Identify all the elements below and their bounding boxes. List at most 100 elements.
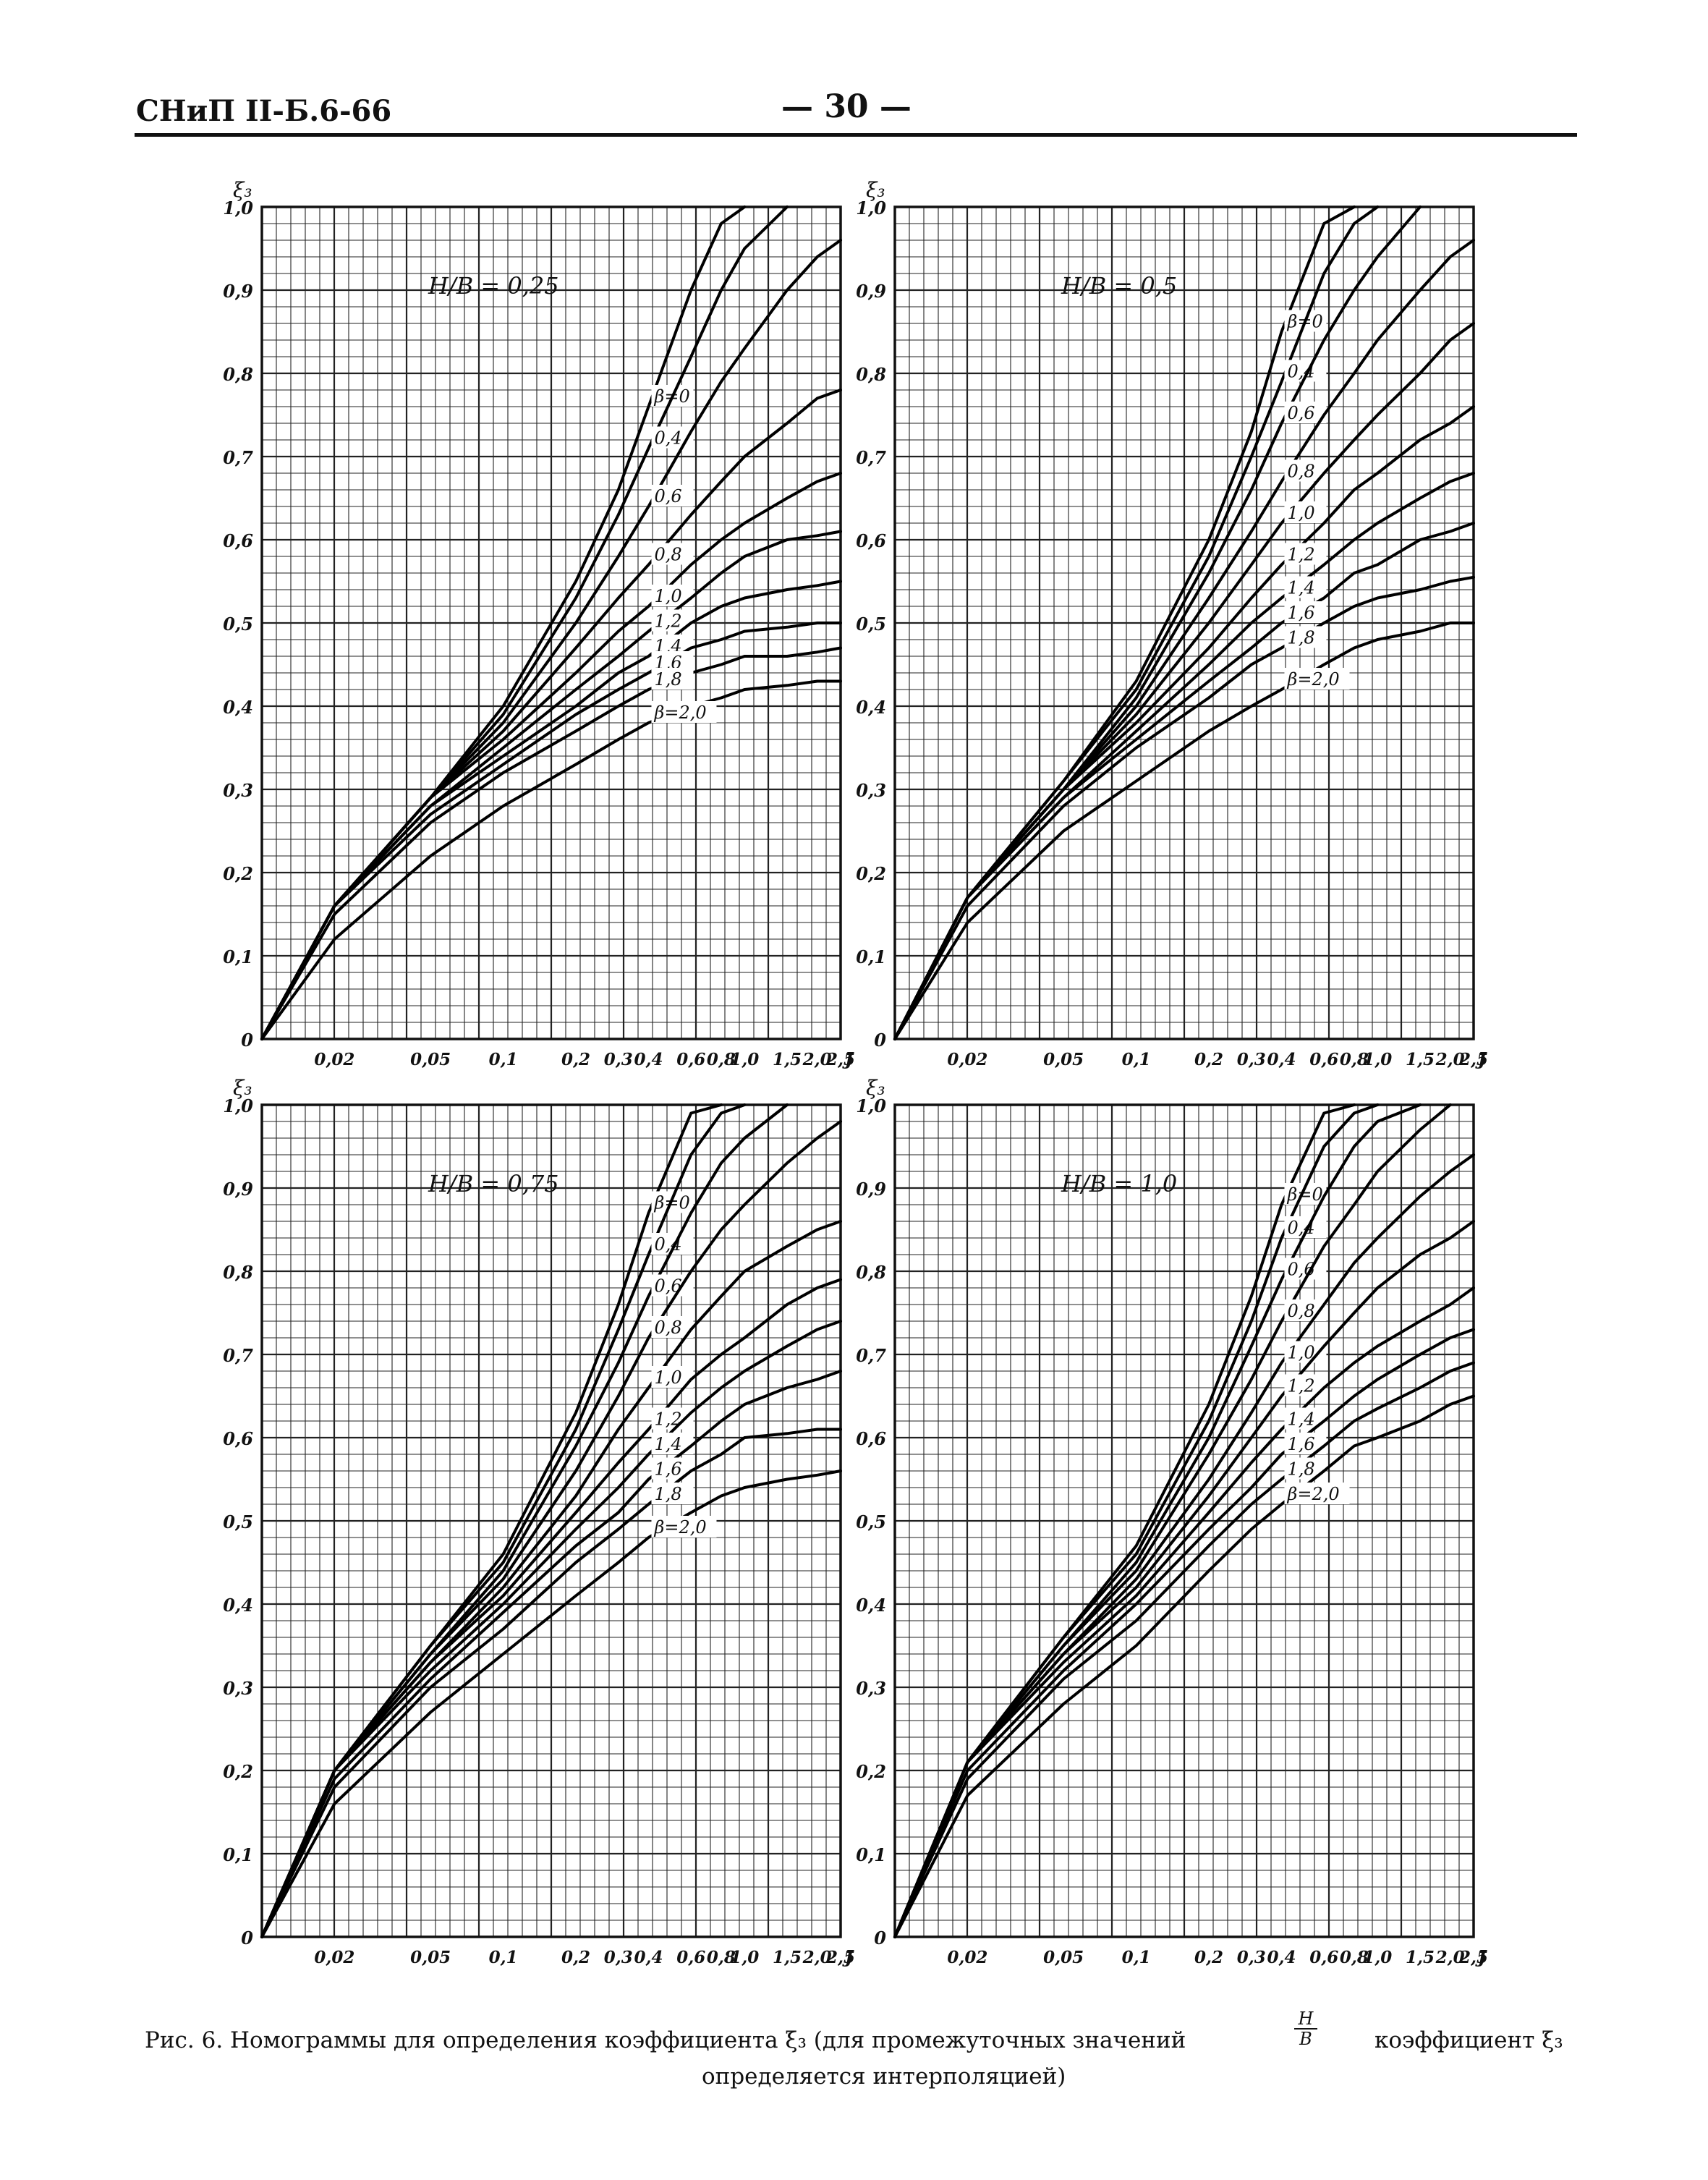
x-tick-label: 2,5 [825, 1050, 855, 1069]
x-tick-label: 0,6 [1309, 1948, 1338, 1967]
caption-line-2: определяется интерполяцией) [702, 2064, 1066, 2090]
x-tick-label: 0,02 [947, 1050, 987, 1069]
series-line [260, 1278, 842, 1938]
series-label: 1,8 [654, 669, 681, 690]
y-tick-label: 0 [874, 1927, 886, 1948]
x-axis-label: J [842, 1946, 854, 1967]
x-tick-label: 0,1 [489, 1050, 518, 1069]
series-line [260, 1428, 842, 1938]
x-tick-label: 1,0 [730, 1050, 759, 1069]
x-tick-label: 0,3 [1237, 1050, 1266, 1069]
y-tick-label: 0,6 [856, 530, 886, 551]
y-tick-label: 0,9 [856, 1179, 886, 1200]
x-tick-label: 1,5 [773, 1050, 802, 1069]
series-line [893, 205, 1380, 1040]
plot-frame [260, 1103, 842, 1938]
caption-fraction: H B [1291, 2009, 1320, 2048]
x-tick-label: 0,05 [410, 1050, 451, 1069]
series-line [893, 1103, 1380, 1938]
series-label: 1,8 [654, 1484, 681, 1504]
x-tick-label: 1,5 [773, 1948, 802, 1967]
chart-panel-1: 00,10,20,30,40,50,60,70,80,91,00,02 0,05 0… [223, 178, 855, 1069]
x-tick-label: 2,0 [802, 1050, 832, 1069]
series-line [260, 1370, 842, 1938]
series-label-bg [651, 543, 694, 565]
y-tick-label: 0,2 [856, 863, 886, 884]
x-tick-label: 0,2 [561, 1948, 590, 1967]
y-tick-label: 0,3 [223, 1678, 253, 1699]
y-tick-label: 0,4 [856, 1595, 886, 1616]
x-tick-label: 0,4 [634, 1050, 663, 1069]
chart-title: H/B = 0,5 [1061, 272, 1177, 300]
x-tick-label: 0,8 [1340, 1948, 1369, 1967]
x-tick-label: 0,6 [676, 1948, 705, 1967]
series-line [260, 1320, 842, 1938]
x-axis-label: J [1475, 1048, 1487, 1069]
x-tick-label: 1,0 [1363, 1050, 1392, 1069]
series-label: 0,6 [1287, 403, 1314, 423]
series-label: 1,4 [654, 1434, 681, 1454]
series-line [260, 472, 842, 1040]
y-tick-label: 0,8 [223, 1262, 253, 1283]
y-tick-label: 0,9 [856, 281, 886, 302]
series-label: 0,6 [654, 486, 681, 506]
series-line [893, 1220, 1475, 1938]
series-label: 1,2 [654, 611, 681, 632]
series-label: 1,6 [654, 1459, 681, 1480]
series-label: 1,8 [1287, 628, 1314, 648]
x-tick-label: 0,02 [947, 1948, 987, 1967]
y-tick-label: 0,4 [223, 697, 253, 718]
caption-line-1-tail: коэффициент ξ₃ [1375, 2027, 1563, 2053]
chart-panel-2: 00,10,20,30,40,50,60,70,80,91,00,02 0,05 0… [856, 178, 1488, 1069]
y-tick-label: 0,5 [223, 614, 253, 635]
series-label-bg [651, 668, 694, 690]
y-tick-label: 0,1 [856, 946, 886, 967]
y-tick-label: 0,8 [856, 1262, 886, 1283]
series-line [893, 1103, 1452, 1938]
y-axis-label: ξ₃ [866, 178, 885, 202]
x-tick-label: 0,1 [1122, 1050, 1151, 1069]
y-tick-label: 0,6 [223, 1428, 253, 1449]
caption-line-1: Рис. 6. Номограммы для определения коэфф… [145, 2027, 1186, 2053]
chart-panel-3: 00,10,20,30,40,50,60,70,80,91,00,02 0,05 0… [223, 1076, 855, 1967]
series-label: 0,8 [654, 545, 681, 565]
x-tick-label: 0,05 [1043, 1050, 1084, 1069]
series-label-bg [651, 485, 694, 506]
series-label: 1,2 [1287, 1376, 1314, 1396]
series-label-bg [651, 1516, 717, 1538]
x-tick-label: 1,5 [1406, 1948, 1435, 1967]
x-tick-label: 0,4 [634, 1948, 663, 1967]
series-line [893, 405, 1475, 1040]
series-line [260, 622, 842, 1040]
series-label-bg [1284, 668, 1350, 690]
series-label: 1,8 [1287, 1459, 1314, 1480]
series-line [260, 679, 842, 1040]
x-tick-label: 0,05 [1043, 1948, 1084, 1967]
x-tick-label: 0,8 [1340, 1050, 1369, 1069]
y-tick-label: 0,3 [856, 780, 886, 801]
series-label-bg [1284, 626, 1327, 648]
series-label: 0,8 [654, 1318, 681, 1338]
series-label: 1,4 [1287, 1409, 1314, 1430]
series-label-bg [1284, 576, 1327, 598]
series-label-bg [651, 1483, 694, 1504]
x-tick-label: 0,2 [561, 1050, 590, 1069]
x-tick-label: 0,3 [1237, 1948, 1266, 1967]
document-code: СНиП II-Б.6-66 [136, 94, 392, 128]
y-tick-label: 0,2 [856, 1761, 886, 1782]
x-tick-label: 0,1 [1122, 1948, 1151, 1967]
series-line [260, 1469, 842, 1938]
x-tick-label: 0,8 [707, 1948, 736, 1967]
y-tick-label: 0,5 [223, 1511, 253, 1532]
x-tick-label: 2,0 [1435, 1050, 1465, 1069]
chart-title: H/B = 0,25 [428, 272, 559, 300]
page-number: — 30 — [781, 88, 912, 125]
y-tick-label: 0,7 [223, 447, 253, 468]
series-line [260, 1103, 747, 1938]
series-line [893, 575, 1475, 1040]
grid [893, 205, 1475, 1040]
y-tick-label: 0,4 [856, 697, 886, 718]
fraction-denominator: B [1299, 2029, 1312, 2049]
series-label-bg [1284, 501, 1327, 523]
